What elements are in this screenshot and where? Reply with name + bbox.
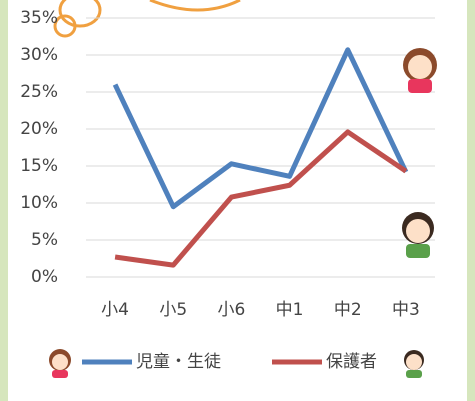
x-tick-label: 小4 <box>101 300 129 320</box>
girl-icon-small <box>49 349 71 378</box>
x-tick-label: 中1 <box>276 300 304 320</box>
boy-icon <box>402 212 434 258</box>
chart: 0% 5% 10% 15% 20% 25% 30% 35% 小4 小5 小6 中1 中2 中3 児童・生徒… <box>0 0 475 401</box>
y-tick-label: 20% <box>20 119 58 139</box>
boy-icon-small <box>404 350 424 378</box>
girl-icon <box>403 48 437 93</box>
y-tick-label: 35% <box>20 8 58 28</box>
y-tick-label: 30% <box>20 45 58 65</box>
frame-left <box>0 0 8 401</box>
y-tick-label: 0% <box>31 267 58 287</box>
legend-label: 保護者 <box>326 352 377 372</box>
x-tick-label: 中3 <box>392 300 420 320</box>
legend-label: 児童・生徒 <box>136 352 221 372</box>
y-tick-label: 25% <box>20 82 58 102</box>
x-tick-label: 小6 <box>218 300 246 320</box>
x-tick-label: 中2 <box>334 300 362 320</box>
y-tick-label: 10% <box>20 193 58 213</box>
x-tick-label: 小5 <box>159 300 187 320</box>
y-tick-label: 5% <box>31 230 58 250</box>
frame-right <box>467 0 475 401</box>
y-tick-label: 15% <box>20 156 58 176</box>
